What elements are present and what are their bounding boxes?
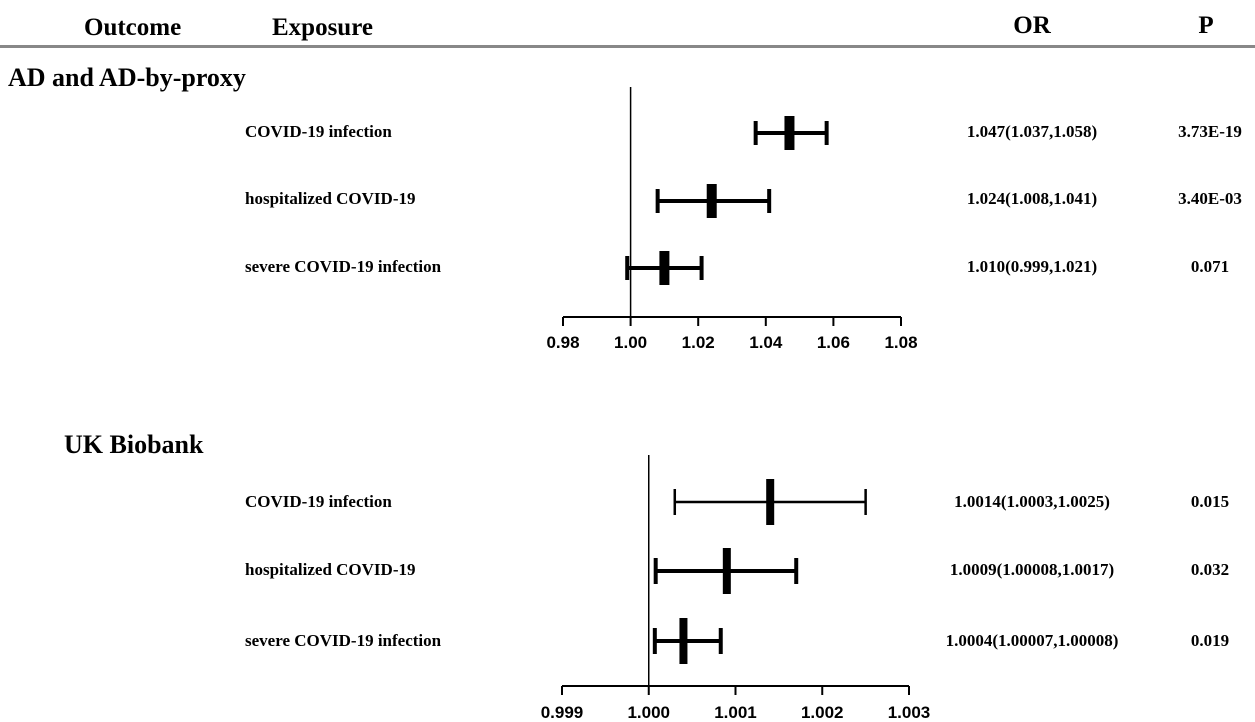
- x-tick-label: 0.999: [541, 703, 584, 722]
- panel-ukb: 0.999 1.000 1.001 1.002 1.003 COVID-19 infect…: [245, 455, 1229, 722]
- x-tick-label: 1.003: [888, 703, 931, 722]
- x-tick-label: 1.000: [627, 703, 670, 722]
- x-tick-label: 0.98: [546, 333, 579, 352]
- exposure-label: severe COVID-19 infection: [245, 257, 442, 276]
- x-tick-label: 1.04: [749, 333, 783, 352]
- header-rule: [0, 45, 1255, 48]
- point-estimate: [679, 618, 688, 664]
- exposure-label: COVID-19 infection: [245, 492, 392, 511]
- header-exposure: Exposure: [272, 14, 373, 41]
- x-tick-label: 1.08: [884, 333, 917, 352]
- p-value: 0.071: [1191, 257, 1229, 276]
- p-value: 0.019: [1191, 631, 1229, 650]
- p-value: 3.40E-03: [1178, 189, 1242, 208]
- point-estimate: [659, 251, 670, 285]
- x-tick-label: 1.02: [682, 333, 715, 352]
- p-value: 0.032: [1191, 560, 1229, 579]
- point-estimate: [722, 548, 731, 594]
- or-value: 1.0014(1.0003,1.0025): [954, 492, 1110, 511]
- exposure-label: hospitalized COVID-19: [245, 189, 415, 208]
- x-tick-label: 1.06: [817, 333, 850, 352]
- p-value: 3.73E-19: [1178, 122, 1242, 141]
- point-estimate: [766, 479, 775, 525]
- section-title-ukb: UK Biobank: [64, 430, 204, 459]
- or-value: 1.0009(1.00008,1.0017): [950, 560, 1114, 579]
- or-value: 1.047(1.037,1.058): [967, 122, 1097, 141]
- or-value: 1.0004(1.00007,1.00008): [946, 631, 1119, 650]
- header-p: P: [1198, 12, 1213, 39]
- header-or: OR: [1013, 12, 1051, 39]
- x-tick-label: 1.001: [714, 703, 757, 722]
- header-outcome: Outcome: [84, 14, 181, 41]
- panel-ad: 0.98 1.00 1.02 1.04 1.06 1.08 COVID-19 infecti…: [245, 87, 1242, 352]
- x-tick-label: 1.00: [614, 333, 647, 352]
- or-value: 1.024(1.008,1.041): [967, 189, 1097, 208]
- exposure-label: COVID-19 infection: [245, 122, 392, 141]
- exposure-label: severe COVID-19 infection: [245, 631, 442, 650]
- or-value: 1.010(0.999,1.021): [967, 257, 1097, 276]
- section-title-ad: AD and AD-by-proxy: [8, 63, 246, 92]
- x-tick-label: 1.002: [801, 703, 844, 722]
- p-value: 0.015: [1191, 492, 1229, 511]
- point-estimate: [706, 184, 717, 218]
- point-estimate: [784, 116, 795, 150]
- exposure-label: hospitalized COVID-19: [245, 560, 415, 579]
